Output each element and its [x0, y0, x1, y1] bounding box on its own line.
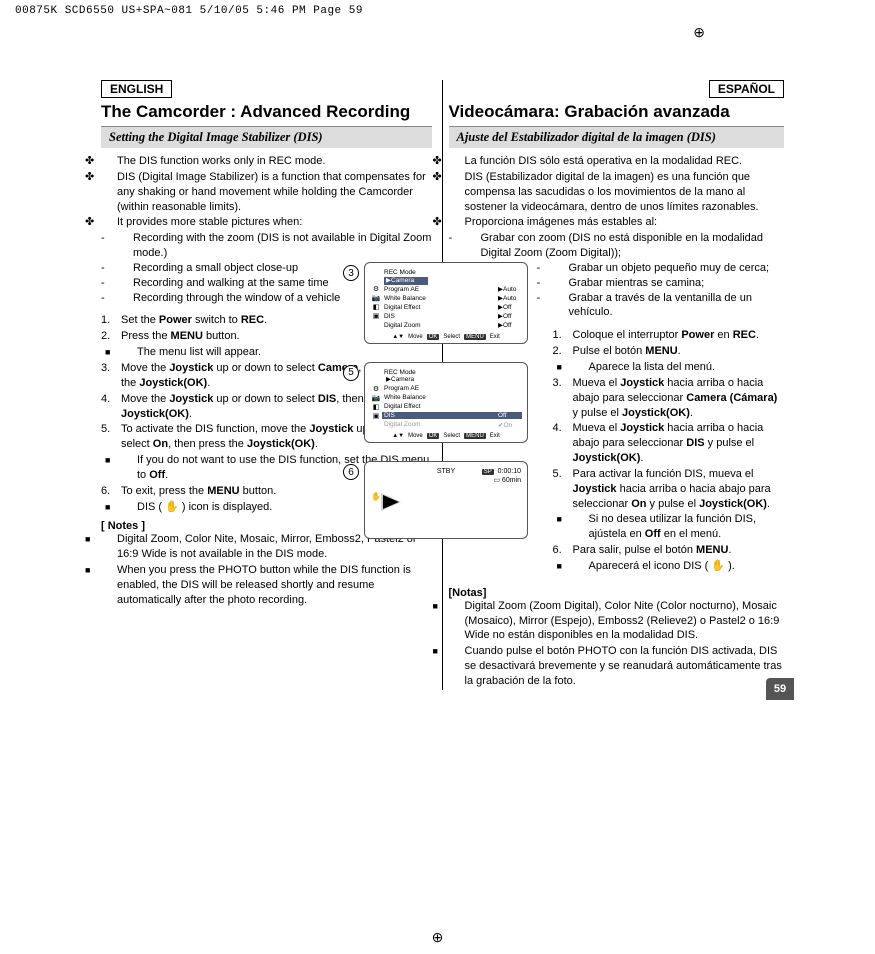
step-circle-5: 5: [343, 365, 359, 381]
lcd-stby: STBY: [437, 468, 455, 475]
menu-diagram-5: 5 REC Mode ▶Camera ⚙Program AE📷White Bal…: [364, 362, 528, 444]
intro-item: DIS (Estabilizador digital de la imagen)…: [449, 170, 785, 215]
step-item: 1.Coloque el interruptor Power en REC.: [553, 328, 785, 343]
print-header: 00875K SCD6550 US+SPA~081 5/10/05 5:46 P…: [15, 5, 363, 17]
menu-footer: ▲▼Move OKSelect MENUExit: [370, 433, 522, 439]
center-diagrams: 3 REC Mode ▶Camera ⚙Program AE▶Auto📷Whit…: [364, 262, 528, 539]
lcd-sp-badge: SP: [482, 469, 494, 475]
menu-row: 📷White Balance▶Auto: [370, 294, 522, 303]
menu-row: ◧Digital Effect: [370, 402, 522, 411]
lang-tag-spanish: ESPAÑOL: [709, 80, 784, 98]
play-triangle-icon: [383, 495, 399, 509]
intro-list-right: La función DIS sólo está operativa en la…: [449, 154, 785, 230]
intro-sub-item: Grabar con zoom (DIS no está disponible …: [449, 231, 785, 261]
step-sub-item: Aparecerá el icono DIS ( ✋ ).: [553, 559, 785, 574]
intro-item: DIS (Digital Image Stabilizer) is a func…: [101, 170, 432, 215]
steps-right: 1.Coloque el interruptor Power en REC. 2…: [553, 328, 785, 359]
intro-item: It provides more stable pictures when:: [101, 215, 432, 230]
step-item: 5.Para activar la función DIS, mueva el …: [553, 467, 785, 512]
title-right: Videocámara: Grabación avanzada: [449, 102, 785, 122]
note-item: When you press the PHOTO button while th…: [101, 563, 432, 608]
section-heading-right: Ajuste del Estabilizador digital de la i…: [449, 126, 785, 148]
step-item: 4.Mueva el Joystick hacia arriba o hacia…: [553, 421, 785, 466]
menu-selected: ▶Camera: [384, 376, 428, 384]
hand-icon: ✋: [371, 492, 381, 501]
menu-row: ◧Digital Effect▶Off: [370, 303, 522, 312]
intro-item: The DIS function works only in REC mode.: [101, 154, 432, 169]
lcd-top-right: SP 0:00:10 ▭ 60min: [482, 468, 521, 485]
crop-mark-top: ⊕: [693, 24, 705, 41]
menu-title: REC Mode: [384, 369, 522, 377]
step-sub-item: Aparece la lista del menú.: [553, 360, 785, 375]
step-item: 6.Para salir, pulse el botón MENU.: [553, 543, 785, 558]
step-sub: Si no desea utilizar la función DIS, ajú…: [553, 512, 785, 542]
menu-diagram-3: 3 REC Mode ▶Camera ⚙Program AE▶Auto📷Whit…: [364, 262, 528, 344]
intro-item: La función DIS sólo está operativa en la…: [449, 154, 785, 169]
menu-row: ▣DISOff: [370, 411, 522, 420]
note-item: Cuando pulse el botón PHOTO con la funci…: [449, 644, 785, 689]
menu-row: Digital Zoom▶Off: [370, 321, 522, 330]
menu-row: ⚙Program AE: [370, 384, 522, 393]
notes-heading-right: [Notas]: [449, 587, 785, 599]
intro-list-left: The DIS function works only in REC mode.…: [101, 154, 432, 230]
notes-right: Digital Zoom (Zoom Digital), Color Nite …: [449, 599, 785, 689]
step-sub: Aparece la lista del menú.: [553, 360, 785, 375]
lcd-diagram-6: 6 STBY SP 0:00:10 ▭ 60min ✋: [364, 461, 528, 539]
notes-left: Digital Zoom, Color Nite, Mosaic, Mirror…: [101, 532, 432, 607]
menu-title: REC Mode: [384, 269, 522, 277]
steps-right: 6.Para salir, pulse el botón MENU.: [553, 543, 785, 558]
step-item: 3.Mueva el Joystick hacia arriba o hacia…: [553, 376, 785, 421]
menu-footer: ▲▼Move OKSelect MENUExit: [370, 334, 522, 340]
note-item: Digital Zoom (Zoom Digital), Color Nite …: [449, 599, 785, 644]
step-sub: Aparecerá el icono DIS ( ✋ ).: [553, 559, 785, 574]
steps-right: 3.Mueva el Joystick hacia arriba o hacia…: [553, 376, 785, 512]
menu-row: ▣DIS▶Off: [370, 312, 522, 321]
crop-mark-bottom: ⊕: [432, 929, 444, 946]
lang-tag-english: ENGLISH: [101, 80, 172, 98]
intro-item: Proporciona imágenes más estables al:: [449, 215, 785, 230]
menu-selected: ▶Camera: [384, 277, 428, 285]
menu-row: Digital Zoom✔On: [370, 420, 522, 429]
page-number-badge: 59: [766, 678, 794, 700]
section-heading-left: Setting the Digital Image Stabilizer (DI…: [101, 126, 432, 148]
step-circle-3: 3: [343, 265, 359, 281]
title-left: The Camcorder : Advanced Recording: [101, 102, 432, 122]
menu-row: 📷White Balance: [370, 393, 522, 402]
step-item: 2.Pulse el botón MENU.: [553, 344, 785, 359]
intro-sub-item: Recording with the zoom (DIS is not avai…: [101, 231, 432, 261]
step-sub-item: Si no desea utilizar la función DIS, ajú…: [553, 512, 785, 542]
menu-row: ⚙Program AE▶Auto: [370, 285, 522, 294]
